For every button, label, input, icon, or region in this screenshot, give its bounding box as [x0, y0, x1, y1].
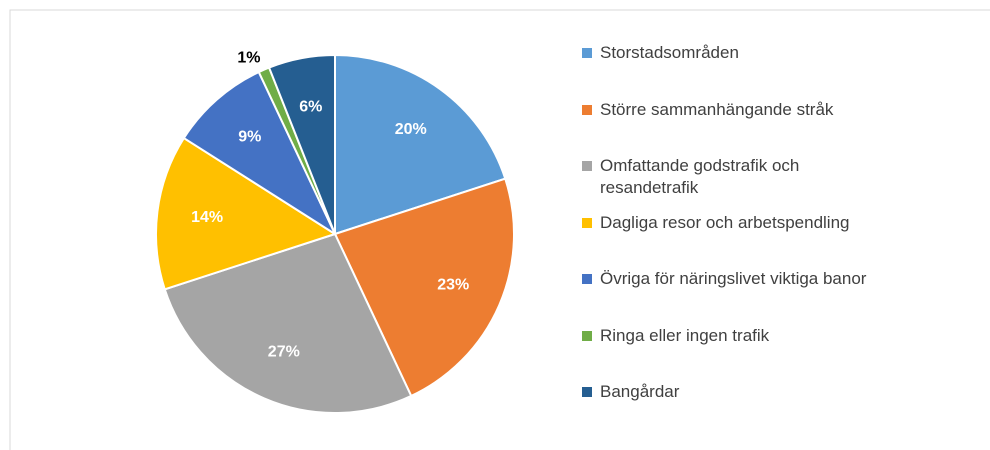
data-label: 23% [437, 276, 469, 293]
legend-item: Ringa eller ingen trafik [582, 325, 932, 347]
pie-slice [163, 232, 413, 414]
pie-slice [155, 136, 338, 291]
data-label: 27% [268, 343, 300, 360]
legend-swatch [582, 48, 592, 58]
data-label: 9% [238, 129, 261, 146]
legend-swatch [582, 274, 592, 284]
legend-item: Omfattande godstrafik och resandetrafik [582, 155, 932, 199]
legend-item: Dagliga resor och arbetspendling [582, 212, 932, 234]
pie-slice [182, 70, 338, 237]
legend-item: Större sammanhängande stråk [582, 99, 932, 121]
data-label: 14% [191, 209, 223, 226]
legend-item: Bangårdar [582, 381, 932, 403]
data-label: 1% [237, 49, 260, 66]
legend-swatch [582, 217, 592, 228]
legend-label: Större sammanhängande stråk [600, 99, 834, 119]
legend-swatch [582, 161, 592, 171]
data-label: 20% [395, 121, 427, 138]
pie-slice [267, 53, 336, 235]
legend-swatch [582, 104, 592, 115]
pie-slice [334, 53, 507, 236]
data-label: 6% [299, 99, 322, 116]
legend-label: Storstadsområden [600, 43, 739, 62]
legend-label: Dagliga resor och arbetspendling [600, 212, 850, 232]
legend-swatch [582, 387, 592, 397]
legend-item: Storstadsområden [582, 42, 932, 64]
legend-label: Bangårdar [600, 382, 680, 401]
legend-swatch [582, 330, 592, 341]
frame-border [9, 9, 990, 450]
legend-item: Övriga för näringslivet viktiga banor [582, 268, 932, 290]
legend-label: Övriga för näringslivet viktiga banor [600, 269, 867, 288]
pie-slice [333, 177, 515, 398]
legend-label: Ringa eller ingen trafik [600, 325, 770, 345]
legend-label: Omfattande godstrafik och resandetrafik [600, 156, 800, 197]
